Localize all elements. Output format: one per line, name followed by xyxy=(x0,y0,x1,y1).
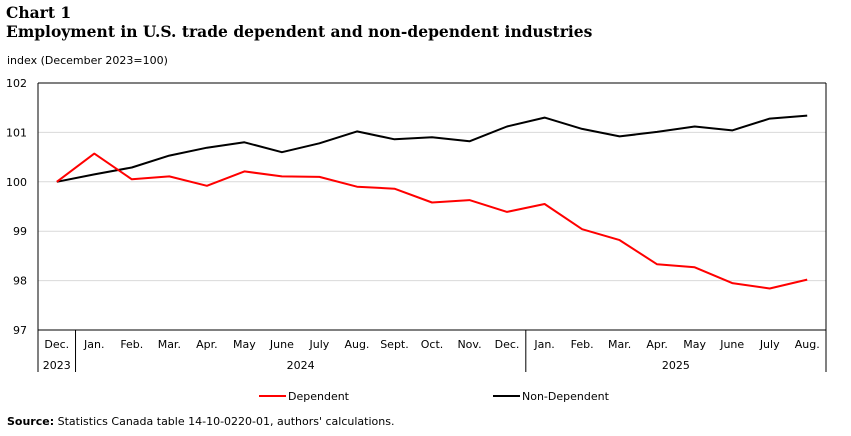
y-tick-label: 101 xyxy=(6,126,27,139)
y-axis-ticks: 97 98 99 100 101 102 xyxy=(6,77,27,337)
year-label-2024: 2024 xyxy=(287,359,315,372)
legend-label: Non-Dependent xyxy=(522,390,610,403)
x-tick-label: Apr. xyxy=(646,338,668,351)
x-tick-label: Feb. xyxy=(571,338,594,351)
gridlines xyxy=(38,131,826,282)
legend: Dependent Non-Dependent xyxy=(259,390,610,403)
x-tick-label: May xyxy=(233,338,256,351)
x-tick-label: June xyxy=(269,338,294,351)
x-tick-label: Apr. xyxy=(196,338,218,351)
x-tick-label: Sept. xyxy=(380,338,409,351)
year-label-2025: 2025 xyxy=(662,359,690,372)
title-block: Chart 1 Employment in U.S. trade depende… xyxy=(6,3,593,42)
x-tick-label: Aug. xyxy=(795,338,820,351)
y-tick-label: 102 xyxy=(6,77,27,90)
legend-item-non-dependent: Non-Dependent xyxy=(493,390,610,403)
source-note: Source: Statistics Canada table 14-10-02… xyxy=(7,415,394,428)
chart-label: Chart 1 xyxy=(6,3,72,22)
x-tick-label: Jan. xyxy=(83,338,104,351)
x-tick-label: Mar. xyxy=(608,338,631,351)
x-tick-label: Aug. xyxy=(344,338,369,351)
x-axis: Dec. Jan. Feb. Mar. Apr. May June July Aug. Sept.… xyxy=(43,330,820,372)
x-tick-label: Feb. xyxy=(120,338,143,351)
plot-frame xyxy=(37,82,827,372)
x-tick-label: Oct. xyxy=(421,338,444,351)
non-dependent-line xyxy=(56,114,808,183)
source-label: Source: xyxy=(7,415,55,428)
dependent-line xyxy=(56,152,808,290)
x-tick-label: May xyxy=(683,338,706,351)
x-tick-label: Jan. xyxy=(533,338,554,351)
source-text: Statistics Canada table 14-10-0220-01, a… xyxy=(54,415,395,428)
series-lines xyxy=(56,114,808,290)
x-tick-label: July xyxy=(759,338,780,351)
y-tick-label: 100 xyxy=(6,176,27,189)
year-label-2023: 2023 xyxy=(43,359,71,372)
legend-label: Dependent xyxy=(288,390,350,403)
y-tick-label: 97 xyxy=(13,324,27,337)
chart-title: Employment in U.S. trade dependent and n… xyxy=(6,22,593,41)
y-axis-unit-label: index (December 2023=100) xyxy=(7,54,168,67)
y-tick-label: 98 xyxy=(13,275,27,288)
x-tick-label: July xyxy=(309,338,330,351)
x-tick-label: Nov. xyxy=(457,338,481,351)
y-tick-label: 99 xyxy=(13,225,27,238)
x-tick-label: June xyxy=(719,338,744,351)
x-tick-label: Dec. xyxy=(44,338,69,351)
legend-item-dependent: Dependent xyxy=(259,390,350,403)
x-tick-label: Mar. xyxy=(158,338,181,351)
x-tick-label: Dec. xyxy=(495,338,520,351)
